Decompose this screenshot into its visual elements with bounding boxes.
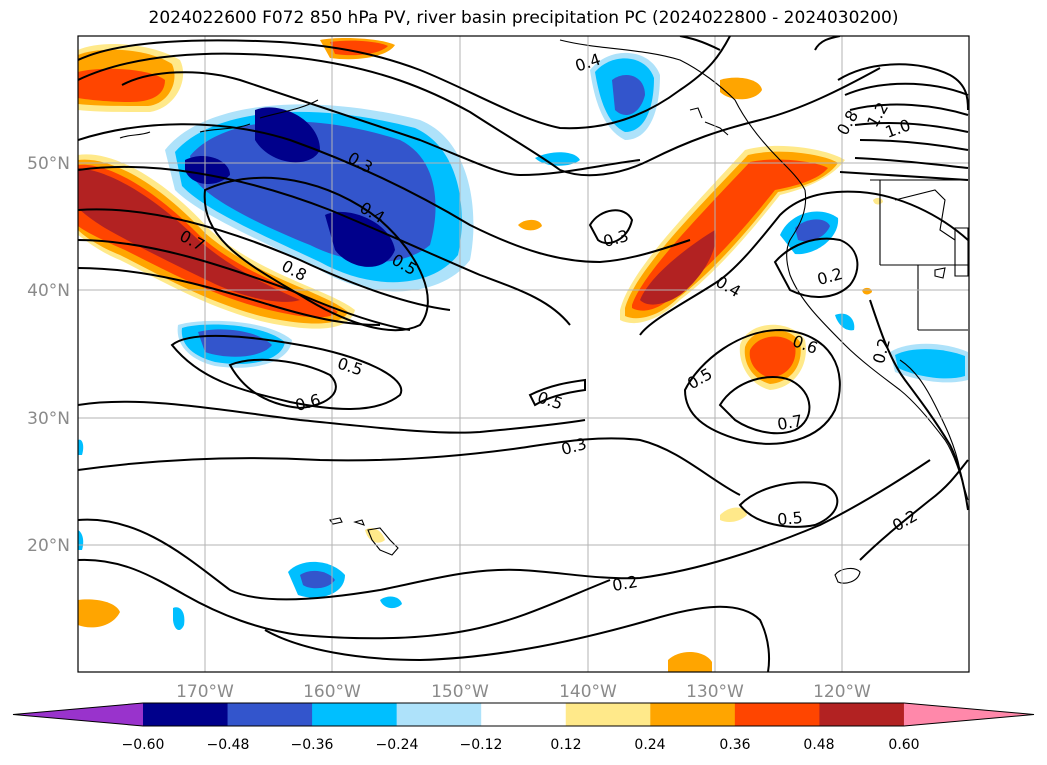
latitude-label: 40°N	[27, 281, 70, 301]
longitude-label: 140°W	[559, 682, 617, 702]
colorbar-swatch	[312, 703, 398, 726]
longitude-label: 150°W	[431, 682, 489, 702]
colorbar-swatch	[565, 703, 651, 726]
colorbar-tick: 0.12	[550, 737, 581, 753]
latitude-label: 20°N	[27, 536, 70, 556]
colorbar-tick: −0.60	[122, 737, 165, 753]
colorbar-tick: 0.24	[634, 737, 665, 753]
latitude-labels: 50°N 40°N 30°N 20°N	[27, 154, 70, 556]
colorbar-tick: −0.48	[207, 737, 250, 753]
colorbar-swatch	[143, 703, 229, 726]
longitude-label: 160°W	[303, 682, 361, 702]
longitude-label: 170°W	[176, 682, 234, 702]
colorbar-swatch	[734, 703, 820, 726]
colorbar-swatch	[650, 703, 736, 726]
colorbar-tick: 0.60	[888, 737, 919, 753]
longitude-label: 130°W	[686, 682, 744, 702]
pv-contours	[78, 36, 969, 672]
colorbar-tick: 0.48	[803, 737, 834, 753]
colorbar-ticks: −0.60 −0.48 −0.36 −0.24 −0.12 0.12 0.24 …	[122, 737, 920, 753]
contour-label: 0.2	[611, 572, 639, 595]
colorbar-swatch	[819, 703, 905, 726]
colorbar-swatches	[12, 702, 1035, 727]
map-title: 2024022600 F072 850 hPa PV, river basin …	[148, 8, 899, 28]
colorbar-swatch	[903, 703, 1034, 726]
colorbar-swatch	[227, 703, 313, 726]
map-plot-area: 0.4 0.3 0.4 0.5 0.7 0.8 0.5 0.6 0.5 0.3 …	[78, 36, 969, 672]
gridlines	[78, 36, 969, 672]
coastlines	[119, 39, 969, 584]
colorbar-tick: 0.36	[719, 737, 750, 753]
colorbar-swatch	[13, 703, 143, 726]
colorbar-tick: −0.36	[291, 737, 334, 753]
colorbar: −0.60 −0.48 −0.36 −0.24 −0.12 0.12 0.24 …	[12, 702, 1035, 753]
contour-label: 0.7	[776, 411, 804, 434]
longitude-label: 120°W	[813, 682, 871, 702]
colorbar-swatch	[396, 703, 482, 726]
map-frame	[77, 35, 970, 673]
colorbar-tick: −0.24	[376, 737, 419, 753]
colorbar-outline	[12, 702, 1035, 727]
longitude-labels: 170°W 160°W 150°W 140°W 130°W 120°W	[176, 682, 871, 702]
colorbar-swatch	[481, 703, 567, 726]
latitude-label: 30°N	[27, 409, 70, 429]
colorbar-tick: −0.12	[460, 737, 503, 753]
positive-anomaly-fills	[78, 37, 883, 672]
contour-label: 0.5	[776, 508, 803, 529]
latitude-label: 50°N	[27, 154, 70, 174]
